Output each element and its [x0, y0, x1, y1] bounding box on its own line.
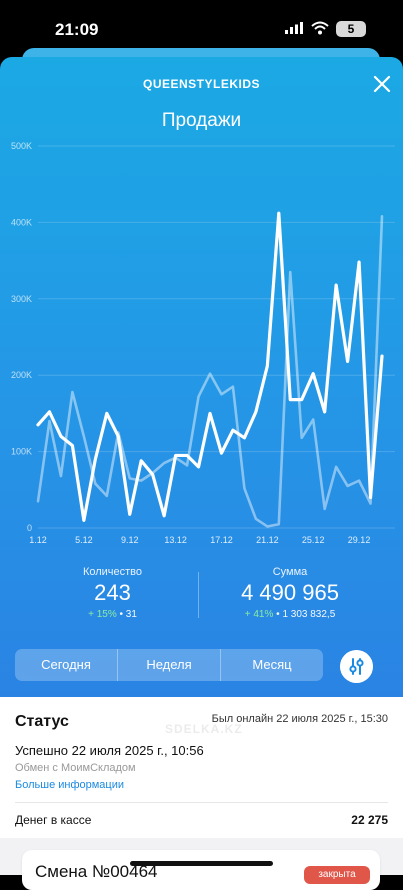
status-title: Статус [15, 713, 69, 730]
cash-label: Денег в кассе [15, 813, 92, 827]
divider [15, 802, 388, 803]
quantity-value: 243 [94, 580, 131, 605]
period-today-button[interactable]: Сегодня [15, 649, 118, 681]
quantity-change-row: + 15% • 31 [40, 609, 185, 620]
sales-chart: 0 100K 200K 300K 400K 500K 1.12 5.12 9.12 13.12 17… [11, 141, 395, 545]
period-week-button[interactable]: Неделя [118, 649, 221, 681]
cash-value: 22 275 [351, 813, 388, 827]
sum-change: + 41% [244, 609, 274, 620]
x-tick-label: 17.12 [210, 535, 233, 545]
y-tick-label: 400K [11, 217, 32, 227]
store-name: QUEENSTYLEKIDS [142, 77, 260, 91]
watermark: SDELKA.KZ [165, 722, 243, 736]
x-tick-label: 29.12 [348, 535, 371, 545]
separator-dot: • [119, 609, 126, 620]
y-tick-label: 300K [11, 294, 32, 304]
quantity-change: + 15% [88, 609, 117, 620]
y-tick-label: 200K [11, 370, 32, 380]
sum-label: Сумма [272, 566, 308, 578]
sum-value: 4 490 965 [241, 580, 339, 605]
quantity-prev: 31 [125, 609, 137, 620]
sync-result: Успешно 22 июля 2025 г., 10:56 [15, 743, 204, 758]
filter-settings-icon[interactable] [340, 650, 373, 683]
period-month-button[interactable]: Месяц [252, 657, 292, 672]
separator-dot: • [276, 609, 283, 620]
more-info-link[interactable]: Больше информации [15, 779, 125, 791]
quantity-label: Количество [82, 566, 143, 578]
wifi-icon [311, 21, 329, 35]
home-indicator [130, 861, 273, 866]
sum-change-row: + 41% • 1 303 832,5 [210, 609, 370, 620]
x-tick-label: 21.12 [256, 535, 279, 545]
page-title: Продажи [161, 110, 242, 131]
y-tick-label: 100K [11, 447, 32, 457]
exchange-label: Обмен с МоимСкладом [15, 762, 136, 774]
sum-prev: 1 303 832,5 [282, 609, 336, 620]
clock: 21:09 [55, 20, 99, 39]
status-bar: 21:09 5 [0, 0, 403, 50]
series-line-2 [36, 214, 384, 528]
series-line-1 [36, 211, 384, 522]
x-tick-label: 25.12 [302, 535, 325, 545]
stat-divider [198, 572, 199, 618]
close-icon[interactable] [370, 72, 394, 96]
shift-status-badge: закрыта [304, 866, 370, 884]
cellular-signal-icon [285, 22, 303, 34]
x-tick-label: 5.12 [75, 535, 93, 545]
sum-stat: Сумма 4 490 965 + 41% • 1 303 832,5 [210, 566, 370, 620]
x-tick-label: 13.12 [164, 535, 187, 545]
x-tick-label: 9.12 [121, 535, 139, 545]
battery-icon: 5 [336, 21, 366, 37]
y-tick-label: 500K [11, 141, 32, 151]
period-segmented-control: Сегодня Неделя Месяц [15, 649, 323, 681]
x-tick-label: 1.12 [29, 535, 47, 545]
quantity-stat: Количество 243 + 15% • 31 [40, 566, 185, 620]
y-tick-label: 0 [27, 523, 32, 533]
sales-panel [0, 57, 403, 697]
last-online: Был онлайн 22 июля 2025 г., 15:30 [211, 713, 388, 725]
